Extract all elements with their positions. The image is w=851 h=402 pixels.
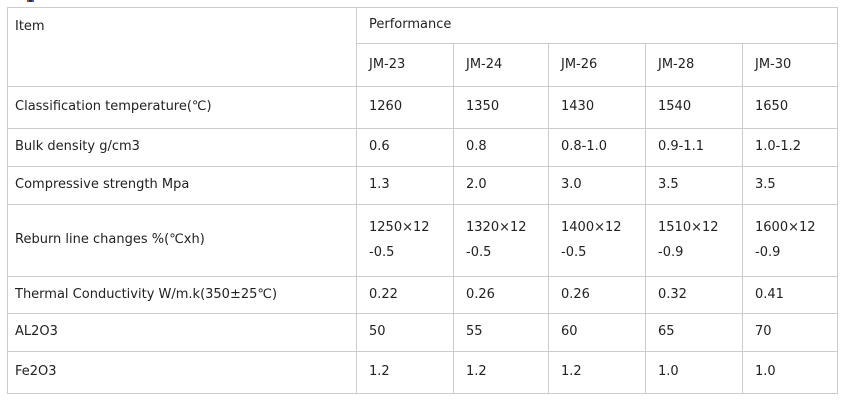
value-cell: 0.9-1.1 bbox=[645, 128, 743, 167]
table-header: Item Performance JM-23 JM-24 JM-26 JM-28… bbox=[7, 7, 839, 87]
value-cell: 0.41 bbox=[741, 276, 839, 314]
value-cell: 55 bbox=[453, 313, 549, 352]
row-label: Classification temperature(℃) bbox=[7, 86, 357, 129]
item-column-header: Item bbox=[7, 7, 357, 87]
value-cell: 1250×12 -0.5 bbox=[356, 204, 454, 277]
value-cell: 1650 bbox=[741, 86, 839, 129]
header-row-models: JM-23 JM-24 JM-26 JM-28 JM-30 bbox=[8, 43, 839, 87]
value-cell: 3.5 bbox=[645, 166, 743, 205]
row-label: Reburn line changes %(℃xh) bbox=[7, 204, 357, 277]
performance-group-header: Performance bbox=[355, 7, 839, 44]
table-row: Compressive strength Mpa 1.3 2.0 3.0 3.5 3.5 bbox=[7, 166, 839, 205]
value-cell: 1.0 bbox=[645, 351, 743, 394]
model-header-jm30: JM-30 bbox=[741, 43, 839, 87]
model-header-jm28: JM-28 bbox=[645, 43, 743, 87]
value-cell: 60 bbox=[548, 313, 646, 352]
value-cell: 0.26 bbox=[548, 276, 646, 314]
value-cell: 1.2 bbox=[548, 351, 646, 394]
row-label: Bulk density g/cm3 bbox=[7, 128, 357, 167]
value-cell: 1260 bbox=[356, 86, 454, 129]
value-cell: 1400×12 -0.5 bbox=[548, 204, 646, 277]
value-cell: 3.0 bbox=[548, 166, 646, 205]
value-cell: 50 bbox=[356, 313, 454, 352]
value-cell: 1600×12 -0.9 bbox=[741, 204, 839, 277]
row-label: Fe2O3 bbox=[7, 351, 357, 394]
value-cell: 3.5 bbox=[741, 166, 839, 205]
model-header-jm23: JM-23 bbox=[356, 43, 454, 87]
row-label: Thermal Conductivity W/m.k(350±25℃) bbox=[7, 276, 357, 314]
value-cell: 1540 bbox=[645, 86, 743, 129]
value-cell: 0.32 bbox=[645, 276, 743, 314]
value-cell: 1430 bbox=[548, 86, 646, 129]
table-row: Classification temperature(℃) 1260 1350 143… bbox=[7, 86, 839, 129]
value-cell: 0.8-1.0 bbox=[548, 128, 646, 167]
value-cell: 1.0 bbox=[741, 351, 839, 394]
row-label: Compressive strength Mpa bbox=[7, 166, 357, 205]
model-header-jm26: JM-26 bbox=[548, 43, 646, 87]
value-cell: 1320×12 -0.5 bbox=[453, 204, 549, 277]
spec-table: Item Performance JM-23 JM-24 JM-26 JM-28… bbox=[7, 7, 839, 394]
value-cell: 1.0-1.2 bbox=[741, 128, 839, 167]
value-cell: 0.8 bbox=[453, 128, 549, 167]
value-cell: 0.22 bbox=[356, 276, 454, 314]
value-cell: 1510×12 -0.9 bbox=[645, 204, 743, 277]
table-row: Fe2O3 1.2 1.2 1.2 1.0 1.0 bbox=[7, 351, 839, 394]
value-cell: 70 bbox=[741, 313, 839, 352]
row-label: AL2O3 bbox=[7, 313, 357, 352]
value-cell: 0.26 bbox=[453, 276, 549, 314]
value-cell: 1.3 bbox=[356, 166, 454, 205]
value-cell: 2.0 bbox=[453, 166, 549, 205]
cropped-text-artifact bbox=[27, 0, 34, 2]
table-row: AL2O3 50 55 60 65 70 bbox=[7, 313, 839, 352]
value-cell: 1350 bbox=[453, 86, 549, 129]
table-body: Classification temperature(℃) 1260 1350 143… bbox=[7, 86, 839, 394]
table-row: Reburn line changes %(℃xh) 1250×12 -0.5 132… bbox=[7, 204, 839, 277]
table-row: Bulk density g/cm3 0.6 0.8 0.8-1.0 0.9-1.1 1.… bbox=[7, 128, 839, 167]
value-cell: 1.2 bbox=[356, 351, 454, 394]
model-header-jm24: JM-24 bbox=[453, 43, 549, 87]
value-cell: 0.6 bbox=[356, 128, 454, 167]
table-row: Thermal Conductivity W/m.k(350±25℃) 0.22 0… bbox=[7, 276, 839, 314]
value-cell: 65 bbox=[645, 313, 743, 352]
value-cell: 1.2 bbox=[453, 351, 549, 394]
header-row-main: Item Performance bbox=[7, 7, 839, 87]
